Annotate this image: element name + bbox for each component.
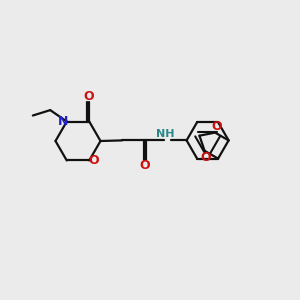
Text: O: O <box>201 151 212 164</box>
Text: N: N <box>58 115 68 128</box>
Text: O: O <box>89 154 99 167</box>
Text: NH: NH <box>156 129 174 139</box>
Text: O: O <box>211 119 222 133</box>
Text: O: O <box>139 159 150 172</box>
Text: O: O <box>83 89 94 103</box>
